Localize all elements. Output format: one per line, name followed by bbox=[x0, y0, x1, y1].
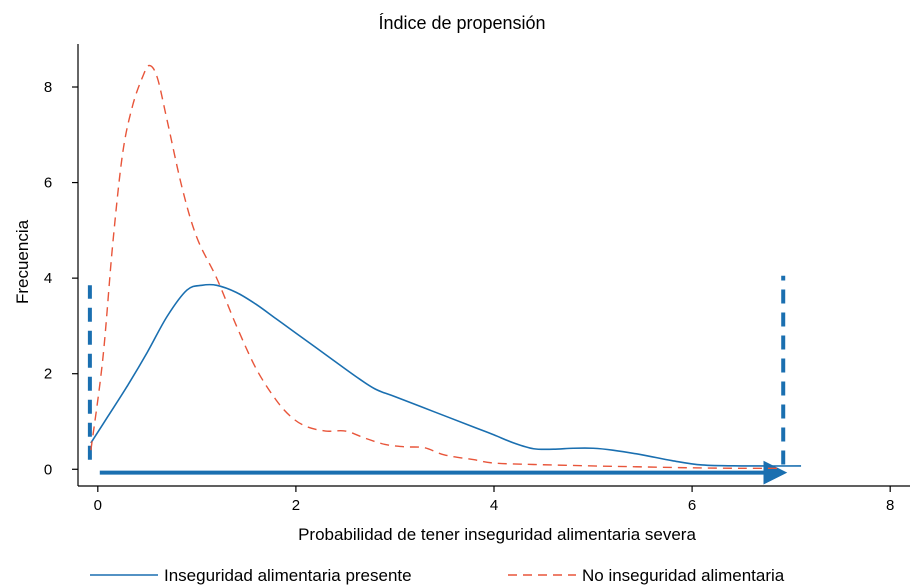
x-axis-title: Probabilidad de tener inseguridad alimen… bbox=[298, 525, 696, 544]
y-axis-title: Frecuencia bbox=[13, 219, 32, 304]
x-tick-label-0: 0 bbox=[94, 497, 102, 514]
series-line-1 bbox=[90, 64, 782, 470]
y-tick-label-4: 4 bbox=[44, 270, 52, 287]
plot-area: 0 2 4 6 8 0 2 4 6 8 bbox=[44, 44, 910, 514]
x-tick-label-2: 2 bbox=[292, 497, 300, 514]
annotations bbox=[87, 275, 788, 485]
y-tick-label-0: 0 bbox=[44, 461, 52, 478]
legend-label-no-inseguridad: No inseguridad alimentaria bbox=[582, 566, 785, 585]
y-tick-label-6: 6 bbox=[44, 175, 52, 192]
series-lines bbox=[90, 64, 802, 470]
y-tick-label-2: 2 bbox=[44, 366, 52, 383]
series-line-0 bbox=[90, 283, 802, 467]
y-tick-label-8: 8 bbox=[44, 79, 52, 96]
y-axis-ticks: 0 2 4 6 8 bbox=[44, 79, 78, 478]
legend-label-presente: Inseguridad alimentaria presente bbox=[164, 566, 412, 585]
x-tick-label-4: 4 bbox=[490, 497, 498, 514]
x-tick-label-6: 6 bbox=[688, 497, 696, 514]
legend: Inseguridad alimentaria presente No inse… bbox=[90, 566, 785, 585]
chart-title: Índice de propensión bbox=[378, 13, 545, 33]
x-axis-ticks: 0 2 4 6 8 bbox=[94, 486, 894, 514]
x-tick-label-8: 8 bbox=[886, 497, 894, 514]
